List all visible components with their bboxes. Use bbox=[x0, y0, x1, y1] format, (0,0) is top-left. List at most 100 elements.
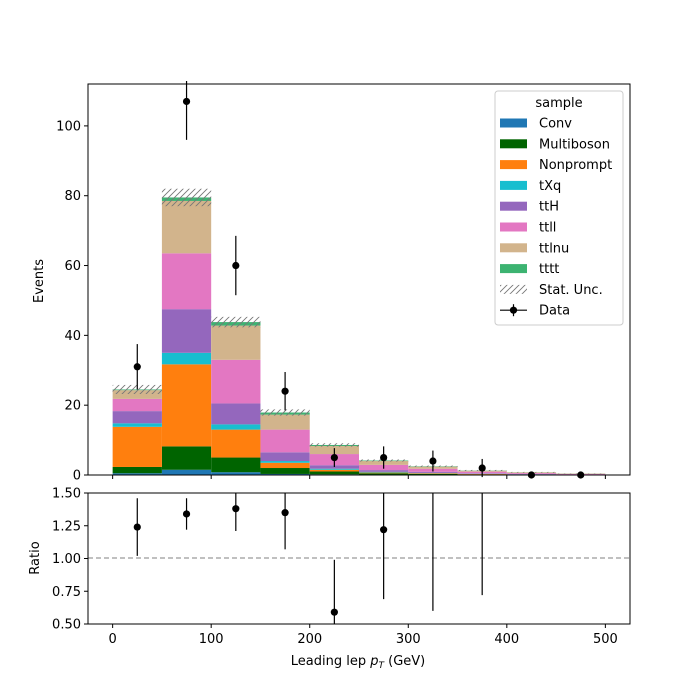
ratio-y-tick-label: 1.00 bbox=[52, 552, 81, 567]
x-tick-label: 400 bbox=[494, 632, 519, 647]
legend-swatch-tth bbox=[500, 201, 527, 211]
bar-txq-bin-5 bbox=[359, 471, 409, 473]
stat-unc-band-bin-4 bbox=[309, 443, 359, 447]
data-point-6 bbox=[429, 457, 437, 465]
ratio-y-tick-label: 0.50 bbox=[52, 618, 81, 633]
legend-label-ttll: ttll bbox=[539, 221, 556, 236]
bar-nonprompt-bin-4 bbox=[309, 469, 359, 472]
stat-unc-band-bin-2 bbox=[211, 316, 261, 328]
main-axes-frame bbox=[87, 83, 631, 476]
bar-nonprompt-bin-1 bbox=[161, 364, 212, 447]
data-point-7 bbox=[478, 464, 486, 472]
legend-swatch-ttlnu bbox=[500, 243, 527, 253]
ratio-y-tick-label: 0.75 bbox=[52, 585, 81, 600]
bar-conv-bin-3 bbox=[260, 473, 310, 475]
main-y-tick-label: 100 bbox=[56, 119, 81, 134]
legend-label-multiboson: Multiboson bbox=[539, 137, 610, 152]
bar-ttll-bin-0 bbox=[112, 398, 162, 412]
x-axis-label: Leading lep pT (GeV) bbox=[291, 654, 425, 671]
legend-label-ttlnu: ttlnu bbox=[539, 241, 569, 256]
bar-nonprompt-bin-5 bbox=[359, 472, 409, 474]
main-y-ticks: 0 20 40 60 80 100 bbox=[56, 119, 88, 484]
legend-label-conv: Conv bbox=[539, 117, 572, 132]
x-tick-label: 0 bbox=[108, 632, 116, 647]
main-y-tick-label: 80 bbox=[64, 189, 81, 204]
main-y-axis-label: Events bbox=[32, 259, 47, 303]
legend-label-data: Data bbox=[539, 304, 570, 319]
legend: sample Conv Multiboson Nonprompt tXq ttH ttll… bbox=[494, 90, 624, 326]
bar-nonprompt-bin-0 bbox=[112, 426, 162, 467]
bar-tth-bin-3 bbox=[260, 452, 310, 462]
data-point-2 bbox=[232, 261, 240, 270]
bar-conv-bin-2 bbox=[211, 472, 261, 475]
ratio-y-tick-label: 1.50 bbox=[52, 487, 81, 502]
bar-tth-bin-6 bbox=[408, 471, 458, 473]
data-points bbox=[133, 81, 585, 479]
main-y-tick-label: 40 bbox=[64, 329, 81, 344]
bar-tth-bin-5 bbox=[359, 470, 409, 472]
ratio-point-4 bbox=[330, 608, 338, 616]
legend-label-tttt: tttt bbox=[539, 262, 559, 277]
bar-ttlnu-bin-1 bbox=[161, 200, 212, 254]
legend-swatch-conv bbox=[500, 118, 527, 128]
bar-tth-bin-0 bbox=[112, 411, 162, 424]
bar-conv-bin-1 bbox=[161, 469, 212, 475]
ratio-point-0 bbox=[133, 523, 141, 531]
legend-items: Conv Multiboson Nonprompt tXq ttH ttll ttlnu tt… bbox=[500, 117, 612, 319]
legend-label-stat-unc: Stat. Unc. bbox=[539, 283, 603, 298]
ratio-y-tick-label: 1.25 bbox=[52, 519, 81, 534]
ratio-point-2 bbox=[232, 505, 240, 513]
ratio-point-3 bbox=[281, 509, 289, 517]
data-point-5 bbox=[380, 453, 388, 462]
ratio-point-5 bbox=[380, 526, 388, 534]
bar-ttll-bin-3 bbox=[260, 429, 310, 453]
bar-nonprompt-bin-6 bbox=[408, 473, 458, 474]
legend-swatch-data-marker bbox=[509, 306, 518, 314]
main-y-tick-label: 0 bbox=[73, 469, 81, 484]
data-point-0 bbox=[133, 363, 141, 371]
bar-txq-bin-3 bbox=[260, 461, 310, 463]
bar-nonprompt-bin-3 bbox=[260, 462, 310, 469]
bar-multiboson-bin-0 bbox=[112, 466, 162, 474]
x-tick-label: 500 bbox=[593, 632, 618, 647]
ratio-y-ticks: 0.50 0.75 1.00 1.25 1.50 bbox=[52, 487, 88, 633]
ratio-points bbox=[133, 493, 483, 624]
data-point-4 bbox=[330, 453, 338, 462]
ratio-y-axis-label: Ratio bbox=[28, 541, 43, 574]
bar-nonprompt-bin-2 bbox=[211, 429, 261, 458]
ratio-point-1 bbox=[182, 510, 191, 518]
bar-tth-bin-1 bbox=[161, 309, 212, 353]
bar-multiboson-bin-2 bbox=[211, 457, 261, 473]
bar-multiboson-bin-4 bbox=[309, 471, 359, 475]
bar-ttlnu-bin-2 bbox=[211, 325, 261, 360]
legend-swatch-ttll bbox=[500, 222, 527, 232]
stat-unc-band-bin-3 bbox=[260, 409, 310, 416]
bar-txq-bin-1 bbox=[161, 352, 212, 365]
bar-ttll-bin-2 bbox=[211, 359, 261, 404]
bar-ttlnu-bin-0 bbox=[112, 390, 162, 399]
ratio-panel: 0.50 0.75 1.00 1.25 1.50 0 100 200 300 400 500 Ra… bbox=[28, 487, 631, 671]
main-panel: 0 20 40 60 80 100 Events bbox=[32, 81, 631, 484]
data-point-1 bbox=[182, 97, 191, 106]
x-tick-label: 200 bbox=[297, 632, 322, 647]
legend-swatch-stat-unc bbox=[500, 284, 527, 294]
bar-ttlnu-bin-3 bbox=[260, 414, 310, 430]
bar-multiboson-bin-6 bbox=[408, 473, 458, 475]
main-y-tick-label: 20 bbox=[64, 399, 81, 414]
legend-swatch-tttt bbox=[500, 264, 527, 274]
legend-swatch-multiboson bbox=[500, 139, 527, 149]
main-x-ticks bbox=[112, 475, 606, 479]
bar-multiboson-bin-5 bbox=[359, 473, 409, 475]
legend-title: sample bbox=[535, 96, 582, 111]
bar-conv-bin-0 bbox=[112, 473, 162, 475]
legend-swatch-txq bbox=[500, 180, 527, 190]
bar-txq-bin-0 bbox=[112, 423, 162, 427]
legend-swatch-nonprompt bbox=[500, 160, 527, 170]
legend-label-txq: tXq bbox=[539, 179, 561, 194]
bar-multiboson-bin-1 bbox=[161, 446, 212, 470]
legend-label-tth: ttH bbox=[539, 200, 559, 215]
bar-ttll-bin-1 bbox=[161, 253, 212, 310]
x-tick-label: 100 bbox=[199, 632, 224, 647]
stat-unc-band-bin-1 bbox=[161, 188, 212, 207]
